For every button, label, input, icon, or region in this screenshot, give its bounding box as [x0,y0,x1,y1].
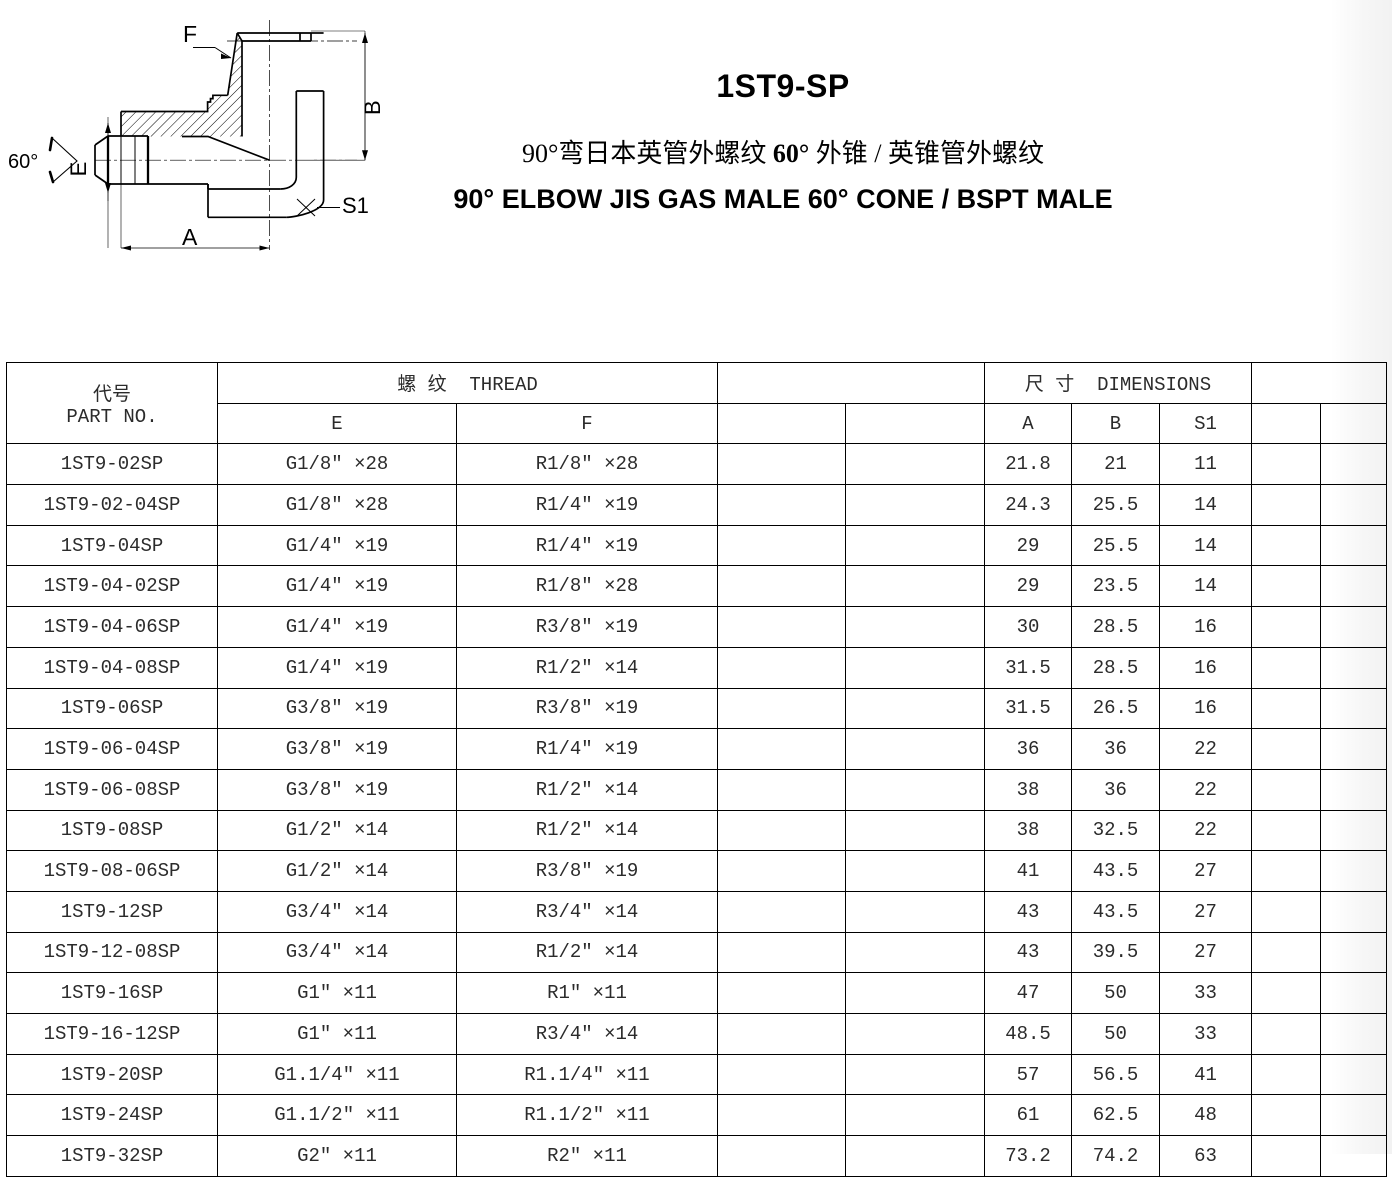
svg-text:A: A [182,224,198,250]
svg-text:S1: S1 [342,193,369,218]
svg-text:F: F [183,21,197,47]
svg-text:B: B [360,100,385,115]
svg-text:E: E [66,162,91,177]
svg-text:60°: 60° [8,151,38,173]
